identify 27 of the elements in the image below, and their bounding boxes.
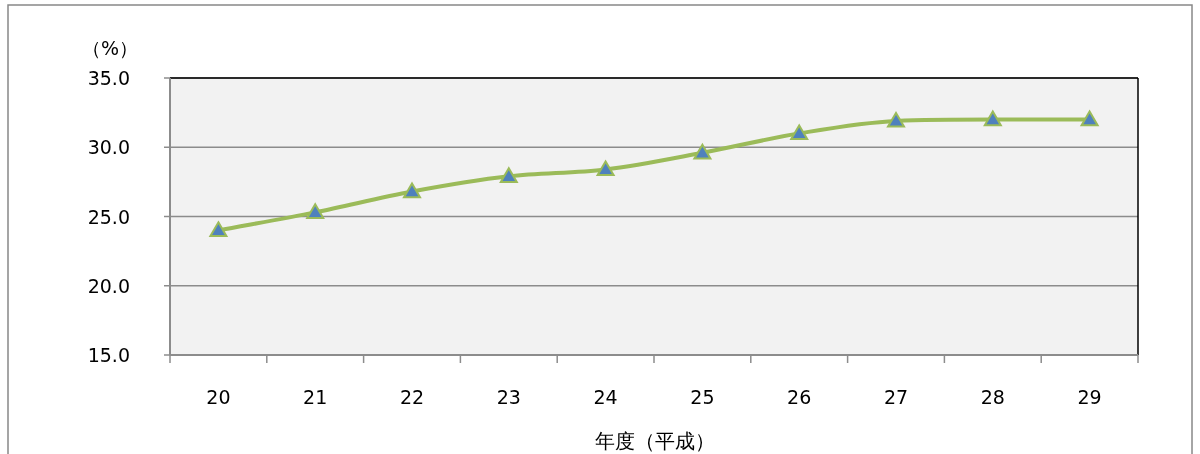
- point: [790, 124, 809, 140]
- x-tick-label: 24: [593, 386, 618, 408]
- x-tick-label: 29: [1077, 386, 1102, 408]
- x-tick-label: 28: [980, 386, 1005, 408]
- point: [887, 111, 905, 128]
- point: [693, 143, 712, 160]
- x-axis-title: 年度（平成）: [595, 429, 715, 453]
- point: [596, 160, 615, 177]
- point: [306, 203, 325, 219]
- y-tick-label: 35.0: [87, 67, 130, 89]
- x-tick-label: 22: [399, 386, 425, 408]
- y-tick-label: 25.0: [87, 205, 130, 228]
- point: [403, 182, 421, 199]
- point: [499, 167, 518, 183]
- y-tick-label: 30.0: [87, 136, 130, 159]
- x-tick-label: 20: [206, 386, 231, 408]
- x-tick-label: 27: [883, 386, 909, 408]
- x-tick-label: 23: [496, 386, 521, 408]
- x-tick-label: 21: [303, 386, 328, 408]
- point: [983, 110, 1002, 127]
- y-tick-label: 15.0: [87, 344, 130, 366]
- x-tick-label: 25: [690, 386, 715, 408]
- y-tick-label: 20.0: [87, 274, 130, 297]
- y-axis-title: （%）: [81, 37, 139, 59]
- point: [209, 221, 228, 237]
- x-tick-label: 26: [787, 386, 812, 408]
- point: [1080, 110, 1099, 127]
